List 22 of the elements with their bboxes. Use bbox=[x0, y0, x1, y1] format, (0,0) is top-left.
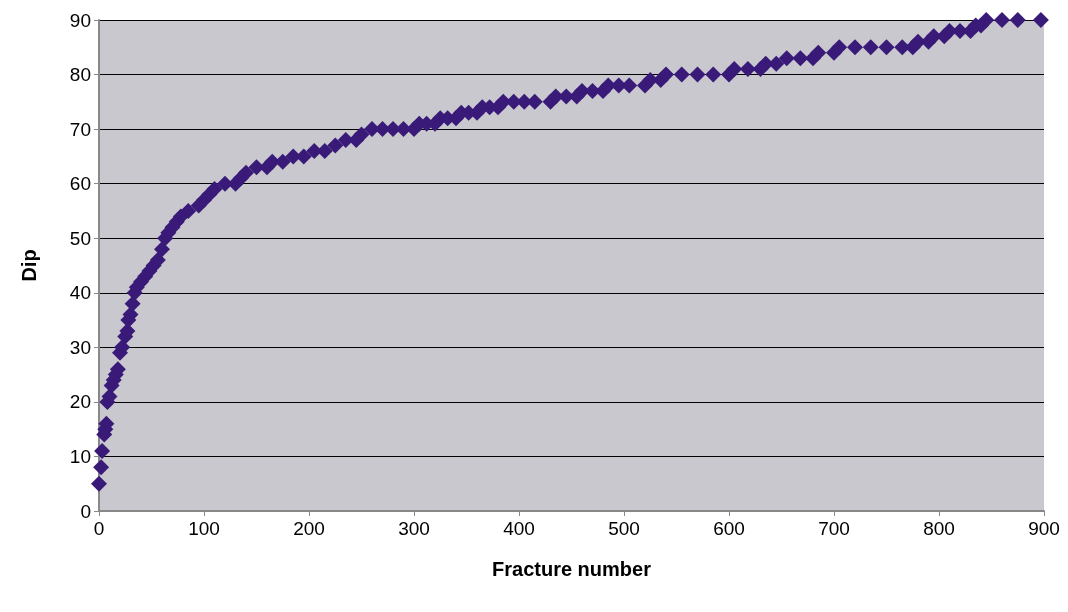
x-tick-label: 200 bbox=[293, 518, 325, 539]
y-tick-label: 0 bbox=[80, 500, 91, 522]
y-tick-label: 20 bbox=[69, 391, 91, 413]
x-tick-label: 900 bbox=[1028, 518, 1060, 539]
y-tick-label: 30 bbox=[69, 336, 91, 358]
x-axis-title: Fracture number bbox=[492, 558, 652, 580]
y-tick-label: 80 bbox=[69, 64, 91, 86]
x-tick-label: 500 bbox=[608, 518, 640, 539]
x-tick-label: 800 bbox=[923, 518, 955, 539]
x-tick-label: 700 bbox=[818, 518, 850, 539]
y-axis-title: Dip bbox=[18, 249, 40, 282]
x-tick-label: 100 bbox=[188, 518, 220, 539]
y-tick-label: 40 bbox=[69, 282, 91, 304]
x-tick-label: 400 bbox=[503, 518, 535, 539]
x-tick-label: 600 bbox=[713, 518, 745, 539]
x-tick-label: 0 bbox=[93, 518, 105, 539]
y-tick-label: 60 bbox=[69, 173, 91, 195]
y-tick-label: 70 bbox=[69, 118, 91, 140]
y-tick-label: 50 bbox=[69, 227, 91, 249]
y-tick-label: 90 bbox=[69, 9, 91, 31]
y-tick-label: 10 bbox=[69, 445, 91, 467]
x-tick-label: 300 bbox=[398, 518, 430, 539]
